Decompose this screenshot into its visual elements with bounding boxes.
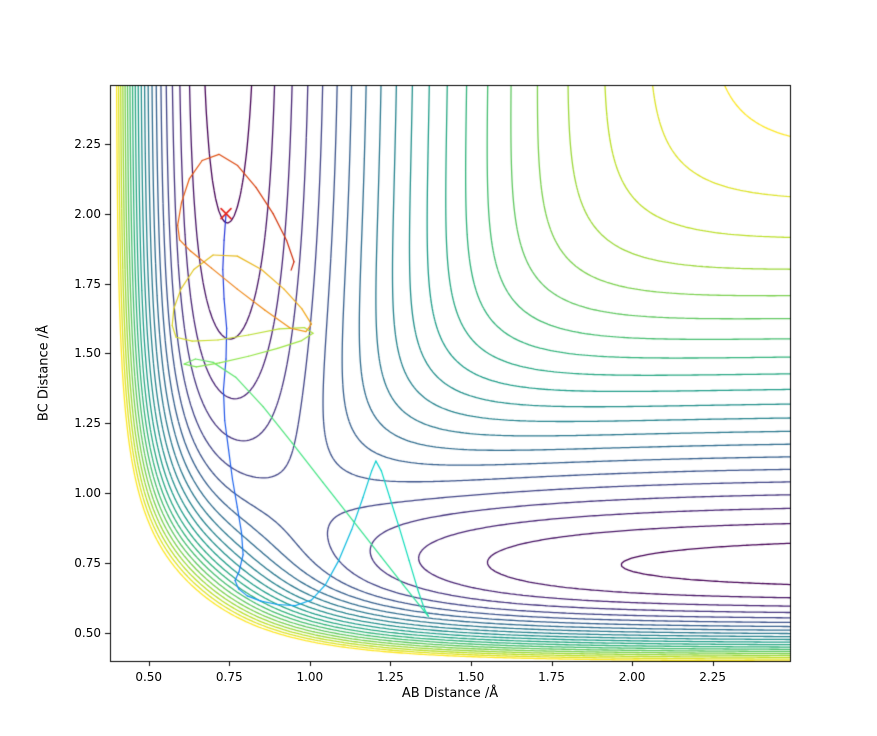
y-tick-label: 0.50: [74, 626, 101, 641]
y-tick-label: 1.75: [74, 276, 101, 291]
x-tick-label: 1.00: [296, 670, 324, 684]
y-tick-label: 1.25: [74, 416, 101, 431]
y-tick-label: 2.00: [74, 206, 101, 221]
x-tick-label: 0.50: [135, 670, 163, 684]
x-tick-label: 2.25: [699, 670, 726, 684]
y-tick-label: 1.50: [74, 346, 101, 361]
x-axis-label: AB Distance /Å: [401, 686, 499, 701]
y-tick-label: 0.75: [74, 556, 101, 571]
x-tick-label: 0.75: [215, 670, 243, 684]
x-tick-label: 2.00: [618, 670, 646, 684]
x-tick-label: 1.25: [377, 670, 404, 684]
y-tick-label: 2.25: [74, 136, 101, 151]
x-tick-label: 1.75: [538, 670, 565, 684]
y-tick-label: 1.00: [74, 486, 101, 501]
x-tick-label: 1.50: [457, 670, 485, 684]
y-axis-label: BC Distance /Å: [36, 324, 52, 422]
